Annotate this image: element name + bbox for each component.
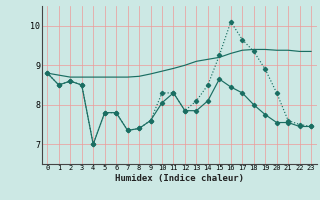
X-axis label: Humidex (Indice chaleur): Humidex (Indice chaleur) <box>115 174 244 183</box>
